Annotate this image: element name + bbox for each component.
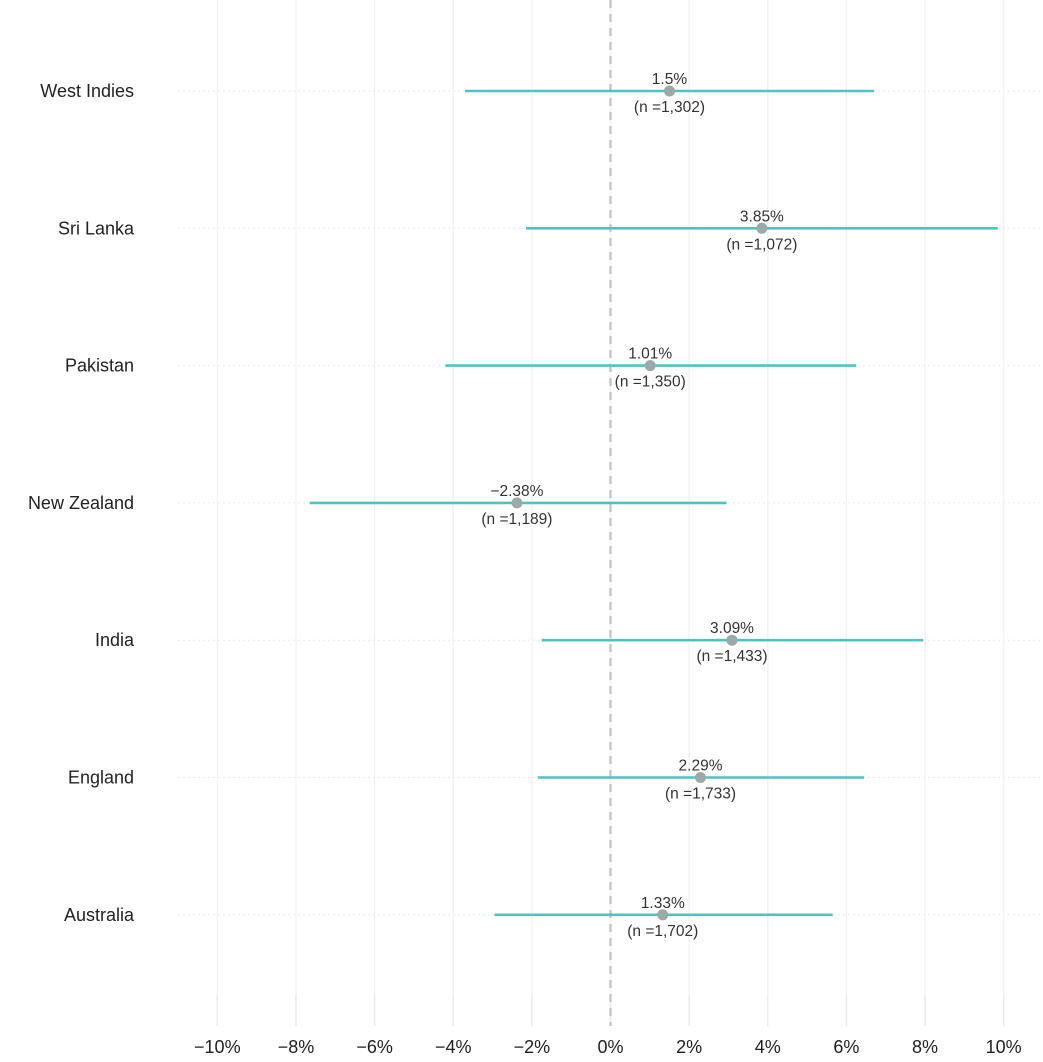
point-estimate	[726, 634, 738, 646]
value-label: 1.01%	[628, 346, 672, 363]
sample-size-label: (n =1,189)	[481, 511, 552, 528]
x-tick-label: −6%	[356, 1037, 393, 1057]
category-label: West Indies	[40, 81, 134, 101]
category-label: England	[68, 768, 134, 788]
point-estimate	[644, 360, 656, 372]
x-tick-label: 8%	[912, 1037, 938, 1057]
sample-size-label: (n =1,302)	[634, 99, 705, 116]
point-estimate	[663, 85, 675, 97]
x-tick-label: 4%	[755, 1037, 781, 1057]
value-label: 2.29%	[679, 758, 723, 775]
x-tick-label: −4%	[435, 1037, 472, 1057]
point-estimate	[695, 772, 707, 783]
category-label: Sri Lanka	[58, 218, 135, 238]
point-estimate	[657, 909, 669, 921]
x-tick-label: 6%	[833, 1037, 859, 1057]
value-label: 3.85%	[740, 208, 784, 225]
category-label: Australia	[64, 905, 135, 925]
category-label: New Zealand	[28, 493, 134, 513]
value-label: −2.38%	[490, 483, 543, 500]
category-label: India	[95, 630, 135, 650]
point-estimate	[511, 497, 523, 509]
x-tick-label: 2%	[676, 1037, 702, 1057]
x-tick-label: −10%	[194, 1037, 241, 1057]
category-label: Pakistan	[65, 356, 134, 376]
x-tick-label: 10%	[986, 1037, 1022, 1057]
x-tick-label: −2%	[514, 1037, 551, 1057]
interval-layer	[309, 85, 998, 921]
sample-size-label: (n =1,072)	[726, 236, 797, 253]
label-layer: −10% −8% −6% −4% −2% 0% 2% 4% 6% 8% 10% West Indies…	[28, 71, 1022, 1057]
x-tick-label: −8%	[278, 1037, 315, 1057]
sample-size-label: (n =1,733)	[665, 786, 736, 803]
value-label: 1.5%	[652, 71, 688, 88]
point-estimate	[756, 222, 768, 234]
sample-size-label: (n =1,350)	[615, 374, 686, 391]
sample-size-label: (n =1,702)	[627, 923, 698, 940]
sample-size-label: (n =1,433)	[696, 648, 767, 665]
x-tick-label: 0%	[597, 1037, 623, 1057]
value-label: 3.09%	[710, 620, 754, 637]
value-label: 1.33%	[641, 895, 685, 912]
